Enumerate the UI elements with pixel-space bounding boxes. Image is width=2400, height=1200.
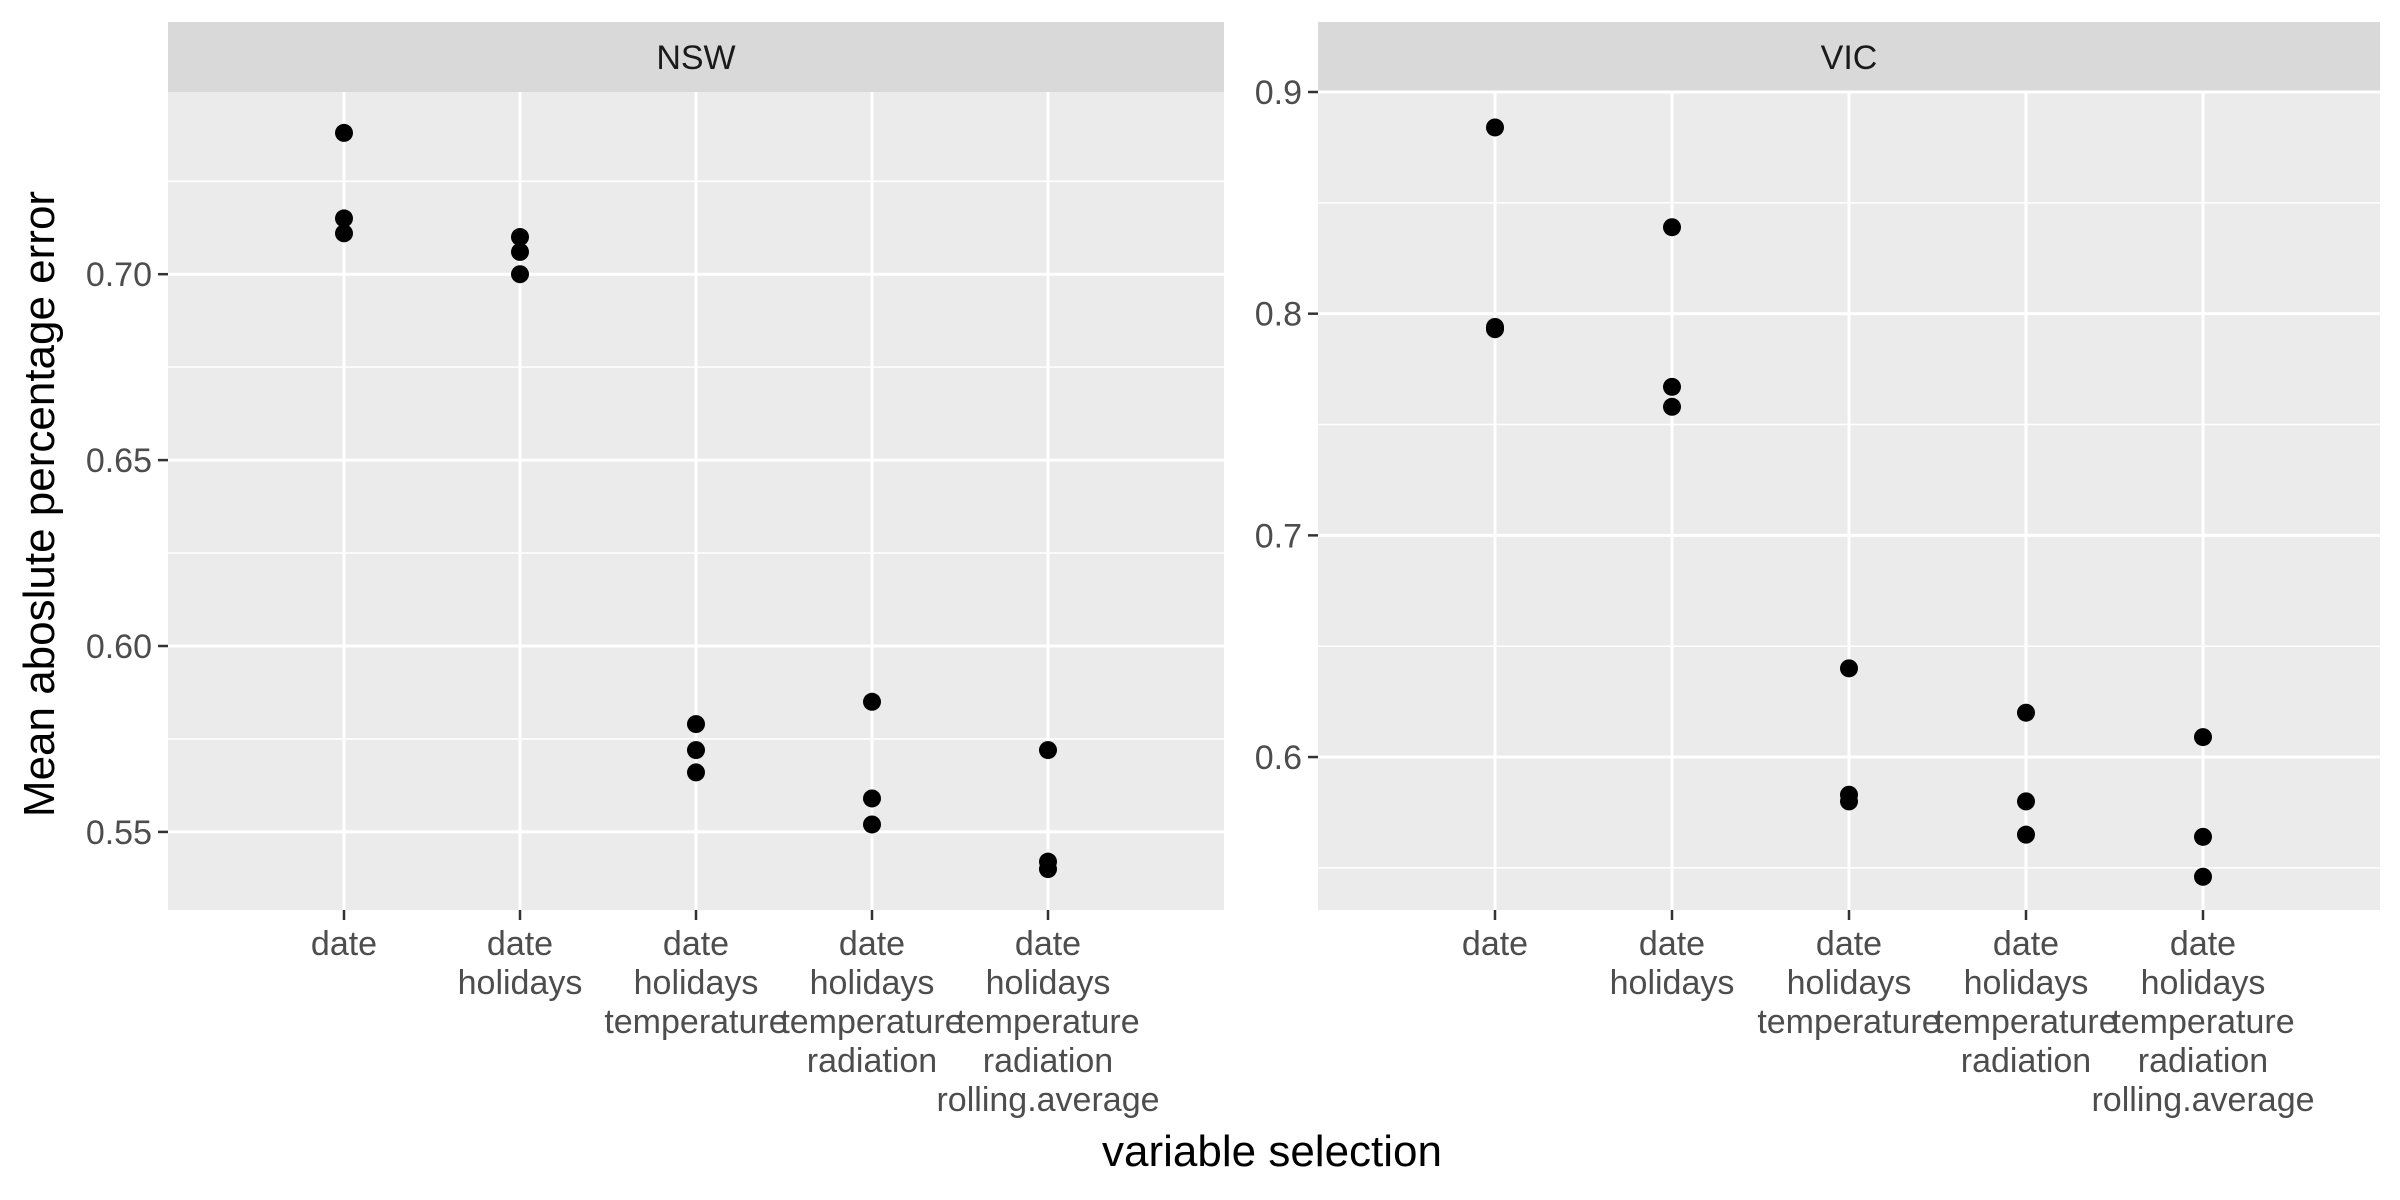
x-tick-label-line: date — [1816, 925, 1882, 963]
data-point — [2194, 827, 2212, 846]
x-tick-label: date holidays temperature radiation rolling.… — [2091, 925, 2314, 1119]
data-point — [511, 242, 529, 261]
data-point — [1840, 659, 1858, 678]
x-tick-label-line: holidays — [810, 964, 935, 1002]
x-axis-title: variable selection — [1102, 1127, 1442, 1176]
y-axis-title: Mean aboslute percentage error — [15, 191, 64, 817]
x-tick-label-line: holidays — [986, 964, 1111, 1002]
data-point — [1486, 320, 1504, 339]
x-tick-label-line: date — [1015, 925, 1081, 963]
data-point — [511, 265, 529, 284]
data-point — [687, 763, 705, 782]
x-tick-label-line: date — [1639, 925, 1705, 963]
x-tick-label: date — [311, 925, 377, 963]
x-tick-label: date holidays temperature radiation — [1934, 925, 2117, 1080]
x-tick-label-line: date — [1462, 925, 1528, 963]
y-tick-label: 0.9 — [1255, 74, 1302, 112]
data-point — [687, 741, 705, 760]
facet-strip — [1318, 22, 2380, 92]
x-tick-label-line: holidays — [458, 964, 583, 1002]
x-tick-label-line: temperature — [1757, 1003, 1940, 1041]
x-tick-label: date holidays temperature radiation — [780, 925, 963, 1080]
data-point — [2194, 728, 2212, 747]
x-tick-label-line: date — [663, 925, 729, 963]
data-point — [335, 123, 353, 142]
data-point — [863, 789, 881, 808]
data-point — [2017, 703, 2035, 722]
data-point — [863, 815, 881, 834]
x-tick-label-line: date — [2170, 925, 2236, 963]
x-tick-label-line: temperature — [1934, 1003, 2117, 1041]
data-point — [335, 224, 353, 243]
x-tick-label: date holidays temperature radiation rolling.… — [936, 925, 1159, 1119]
y-tick-label: 0.70 — [86, 256, 152, 294]
data-point — [1663, 218, 1681, 237]
data-point — [1486, 118, 1504, 137]
x-tick-label-line: date — [487, 925, 553, 963]
x-tick-label-line: date — [1993, 925, 2059, 963]
y-tick-label: 0.6 — [1255, 739, 1302, 777]
facet-label: VIC — [1821, 39, 1878, 77]
x-tick-label-line: temperature — [956, 1003, 1139, 1041]
x-tick-label-line: holidays — [1787, 964, 1912, 1002]
x-tick-label-line: radiation — [807, 1042, 937, 1080]
data-point — [863, 692, 881, 711]
x-tick-label: date holidays — [1610, 925, 1735, 1002]
x-tick-label-line: temperature — [780, 1003, 963, 1041]
x-tick-label-line: date — [311, 925, 377, 963]
data-point — [335, 209, 353, 228]
x-tick-label-line: holidays — [2141, 964, 2266, 1002]
x-tick-label-line: date — [839, 925, 905, 963]
x-tick-label-line: rolling.average — [2091, 1081, 2314, 1119]
facet-label: NSW — [656, 39, 735, 77]
y-tick-label: 0.55 — [86, 814, 152, 852]
x-tick-label-line: holidays — [634, 964, 759, 1002]
data-point — [2194, 867, 2212, 886]
y-tick-label: 0.7 — [1255, 517, 1302, 555]
data-point — [2017, 825, 2035, 844]
data-point — [1663, 377, 1681, 396]
x-tick-label-line: radiation — [983, 1042, 1113, 1080]
x-tick-label: date holidays temperature — [1757, 925, 1940, 1041]
x-tick-label-line: holidays — [1964, 964, 2089, 1002]
data-point — [1039, 741, 1057, 760]
data-point — [2017, 792, 2035, 811]
x-tick-label-line: temperature — [2111, 1003, 2294, 1041]
y-tick-label: 0.60 — [86, 628, 152, 666]
y-tick-label: 0.65 — [86, 442, 152, 480]
x-tick-label: date holidays — [458, 925, 583, 1002]
x-tick-label: date — [1462, 925, 1528, 963]
x-tick-label-line: rolling.average — [936, 1081, 1159, 1119]
data-point — [511, 228, 529, 247]
data-point — [1663, 397, 1681, 416]
x-tick-label: date holidays temperature — [604, 925, 787, 1041]
x-tick-label-line: holidays — [1610, 964, 1735, 1002]
facet-strip — [168, 22, 1224, 92]
data-point — [1840, 792, 1858, 811]
x-tick-label-line: temperature — [604, 1003, 787, 1041]
x-tick-label-line: radiation — [1961, 1042, 2091, 1080]
data-point — [687, 715, 705, 734]
data-point — [1039, 860, 1057, 879]
x-tick-label-line: radiation — [2138, 1042, 2268, 1080]
y-tick-label: 0.8 — [1255, 296, 1302, 334]
